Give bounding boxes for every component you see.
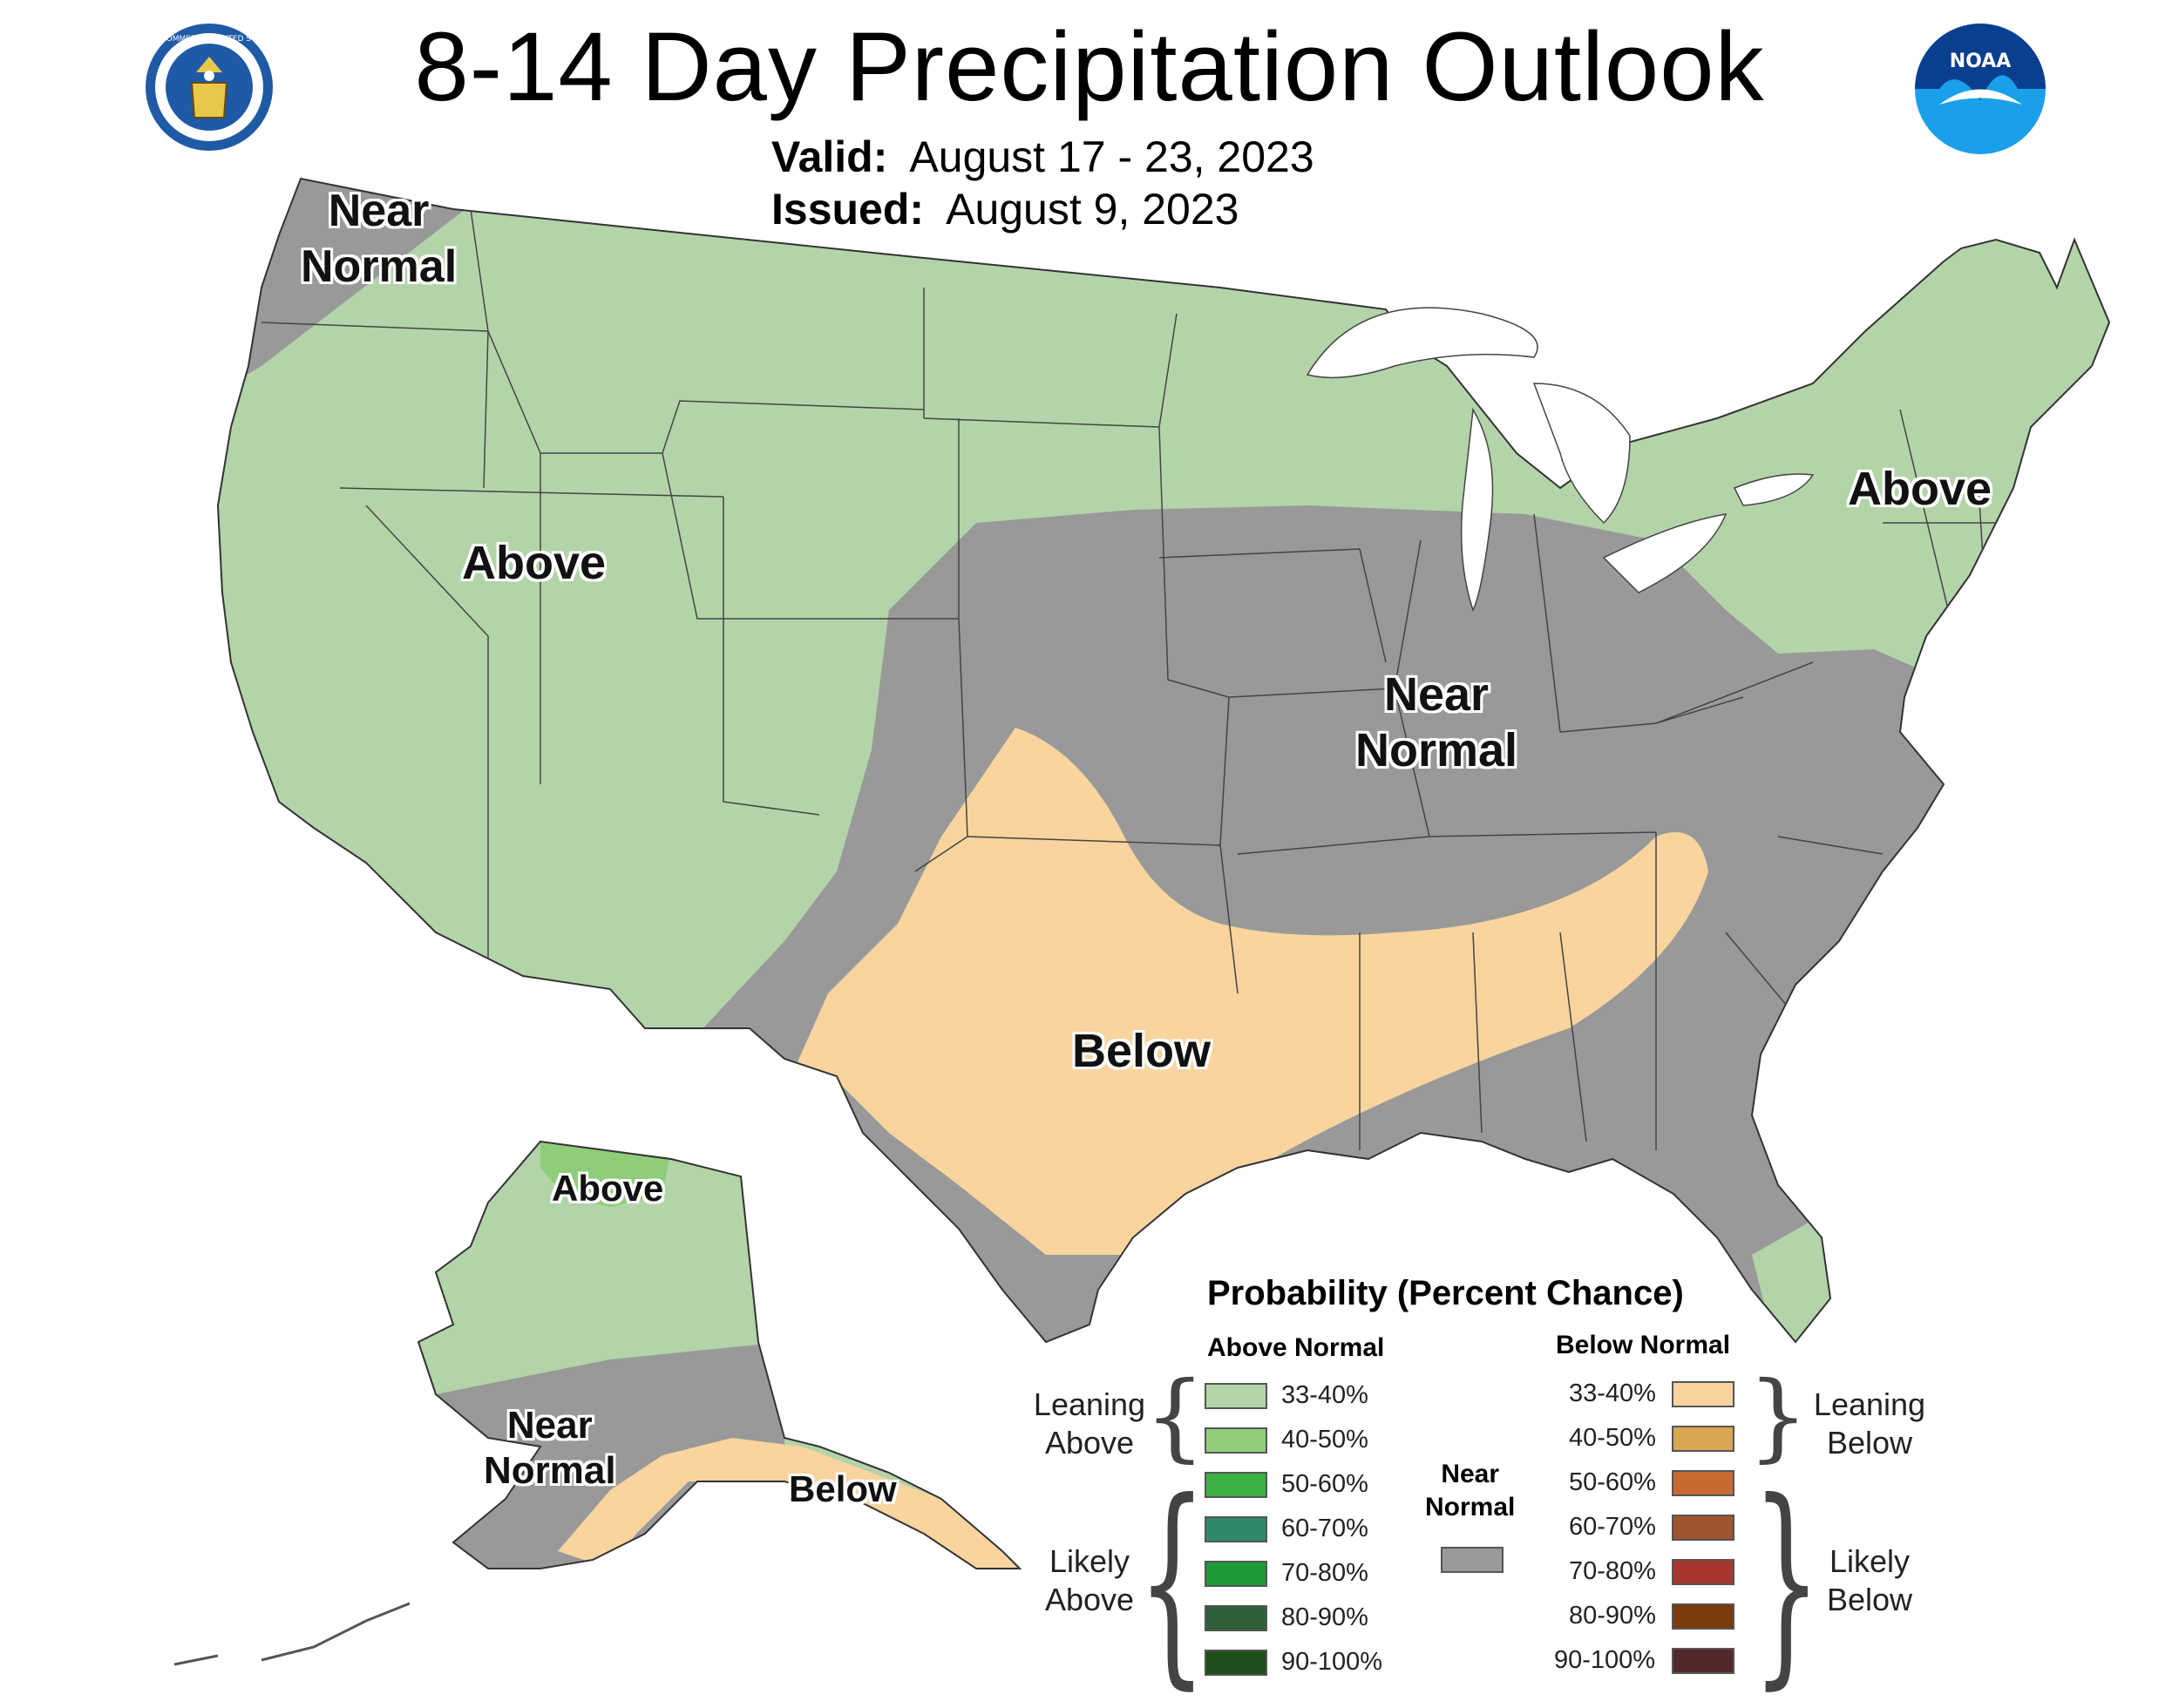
legend-leaning-above: Leaning Above <box>1033 1386 1146 1461</box>
lake-erie <box>1602 513 1728 593</box>
brace-likely-below: } <box>1752 1454 1822 1708</box>
map-title: 8-14 Day Precipitation Outlook <box>414 12 1765 121</box>
lake-huron <box>1532 383 1631 525</box>
swatch-below-90-100 <box>1672 1648 1734 1674</box>
legend-near-header: Near Normal <box>1425 1460 1516 1522</box>
legend-likely-below: Likely Below <box>1826 1543 1913 1617</box>
noaa-logo-text: NOAA <box>1950 51 2012 72</box>
label-ak-near-normal: Near Normal <box>484 1404 616 1492</box>
legend-above-pct-label: 50-60% <box>1281 1470 1368 1498</box>
legend-leaning-below: Leaning Below <box>1813 1386 1926 1461</box>
legend-below-pct-label: 80-90% <box>1569 1602 1656 1630</box>
label-ak-below: Below <box>789 1468 897 1509</box>
region-below-south <box>793 728 1708 1255</box>
legend-title: Probability (Percent Chance) <box>1207 1274 1684 1312</box>
label-midwest-near-normal: Near Normal <box>1355 668 1518 776</box>
swatch-near-normal <box>1441 1547 1504 1573</box>
valid-dates: August 17 - 23, 2023 <box>909 132 1314 181</box>
lake-michigan <box>1460 407 1494 612</box>
legend-above-pct-label: 33-40% <box>1281 1381 1368 1409</box>
ak-above-north <box>540 1142 671 1207</box>
label-west-above: Above <box>462 537 607 589</box>
legend-likely-above: Likely Above <box>1044 1543 1135 1617</box>
swatch-above-50-60 <box>1205 1472 1267 1498</box>
label-pnw-near-normal: Near Normal <box>301 186 458 292</box>
legend-below-pct-label: 40-50% <box>1569 1424 1656 1452</box>
issued-date: August 9, 2023 <box>946 185 1239 234</box>
legend-above-pct-label: 70-80% <box>1281 1559 1368 1587</box>
aleutian-islands <box>173 1602 411 1666</box>
swatch-below-60-70 <box>1672 1515 1734 1541</box>
legend-above-pct-label: 40-50% <box>1281 1426 1368 1454</box>
legend-above-pct-label: 80-90% <box>1281 1603 1368 1631</box>
label-ak-above: Above <box>552 1168 664 1209</box>
conus-regions <box>218 179 2109 1342</box>
legend-below-pct-label: 33-40% <box>1569 1379 1656 1407</box>
department-of-commerce-seal: DEPARTMENT OF COMMERCE · UNITED STATES O… <box>144 24 275 151</box>
swatch-below-33-40 <box>1672 1381 1734 1407</box>
swatch-above-90-100 <box>1205 1650 1267 1676</box>
swatch-below-80-90 <box>1672 1603 1734 1630</box>
legend-below-pct-label: 70-80% <box>1569 1557 1656 1585</box>
brace-leaning-above: { <box>1144 1360 1205 1472</box>
lake-ontario <box>1733 473 1815 506</box>
valid-issued-block: Valid: August 17 - 23, 2023 Issued: Augu… <box>771 131 1314 235</box>
legend-below-pct-label: 90-100% <box>1554 1646 1656 1674</box>
swatch-above-40-50 <box>1205 1427 1267 1454</box>
brace-leaning-below: } <box>1748 1360 1809 1472</box>
great-lakes <box>1306 307 1815 612</box>
legend-above-pct-label: 90-100% <box>1281 1648 1383 1676</box>
seal-text: DEPARTMENT OF COMMERCE · UNITED STATES O… <box>144 35 275 44</box>
brace-likely-above: { <box>1137 1454 1207 1708</box>
swatch-above-70-80 <box>1205 1561 1267 1587</box>
lake-superior <box>1306 307 1538 379</box>
ak-below-southeast <box>558 1438 1020 1569</box>
swatch-above-80-90 <box>1205 1605 1267 1631</box>
swatch-below-40-50 <box>1672 1426 1734 1452</box>
legend-below-pct-label: 50-60% <box>1569 1468 1656 1496</box>
issued-label: Issued: <box>771 185 925 234</box>
swatch-above-60-70 <box>1205 1516 1267 1542</box>
swatch-below-50-60 <box>1672 1470 1734 1496</box>
swatch-above-33-40 <box>1205 1383 1267 1409</box>
legend-above-pct-label: 60-70% <box>1281 1515 1368 1542</box>
legend-below-pct-label: 60-70% <box>1569 1513 1656 1541</box>
label-south-below: Below <box>1072 1025 1212 1077</box>
label-northeast-above: Above <box>1848 463 1992 515</box>
swatch-below-70-80 <box>1672 1559 1734 1585</box>
state-borders <box>261 208 2022 1150</box>
legend-below-header: Below Normal <box>1556 1331 1731 1359</box>
valid-label: Valid: <box>771 132 888 181</box>
legend-above-header: Above Normal <box>1207 1333 1385 1362</box>
noaa-logo: NOAA <box>1915 24 2046 154</box>
